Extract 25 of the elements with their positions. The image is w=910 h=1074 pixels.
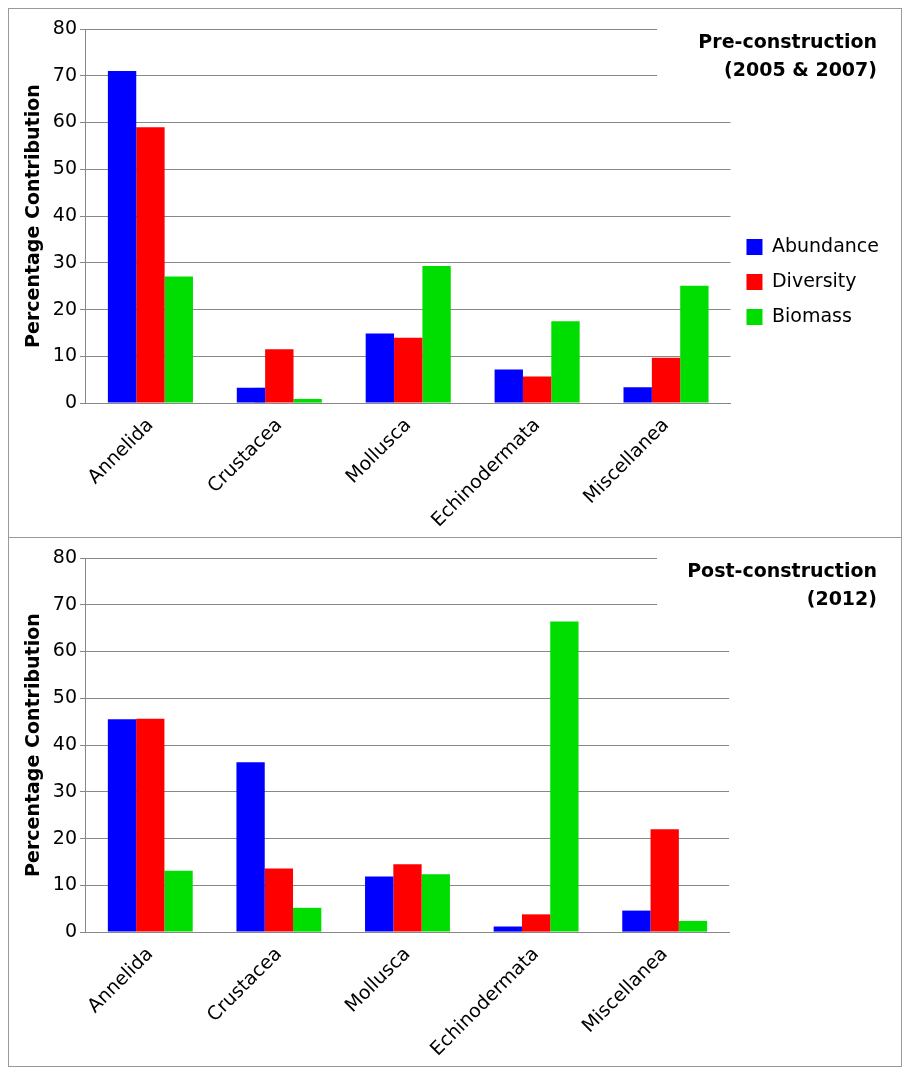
y-tick-label: 30: [52, 778, 77, 801]
text: Pre-construction (2005 & 2007): [657, 27, 877, 83]
y-tick-label: 50: [52, 685, 77, 708]
legend-label: Abundance: [771, 233, 880, 256]
y-tick-label: 70: [52, 62, 77, 85]
text: Post-construction (2012): [657, 556, 877, 612]
y-tick-label: 60: [52, 109, 77, 132]
y-tick-label: 70: [52, 591, 77, 614]
y-tick-label: 80: [52, 544, 77, 567]
y-tick-label: 60: [52, 638, 77, 661]
y-tick-label: 10: [52, 343, 77, 366]
y-tick-label: 40: [52, 203, 77, 225]
y-tick-label: 0: [64, 390, 77, 413]
legend-label: Diversity: [771, 268, 857, 291]
y-tick-label: 10: [52, 872, 77, 895]
y-axis-title: Percentage Contribution: [21, 84, 44, 348]
y-tick-label: 80: [52, 15, 77, 38]
y-tick-label: 20: [52, 296, 77, 319]
y-tick-label: 0: [64, 919, 77, 942]
y-tick-label: 50: [52, 156, 77, 179]
legend-label: Biomass: [771, 303, 852, 326]
y-tick-label: 30: [52, 249, 77, 272]
y-tick-label: 40: [52, 732, 77, 754]
y-axis-title: Percentage Contribution: [21, 613, 44, 877]
y-tick-label: 20: [52, 825, 77, 848]
